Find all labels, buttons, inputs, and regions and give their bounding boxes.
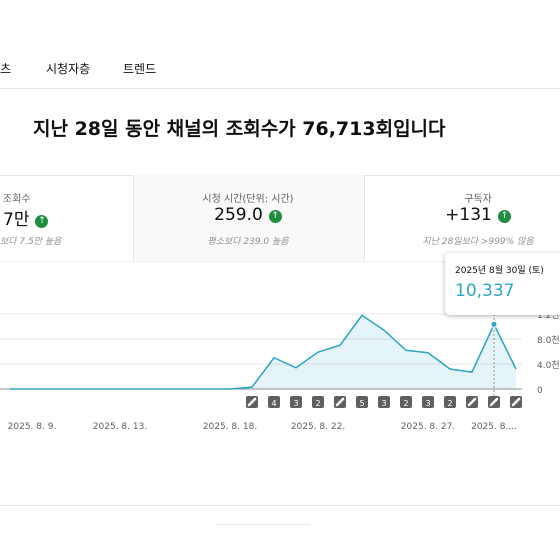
upload-count: 2 xyxy=(403,399,408,408)
divider xyxy=(215,524,310,525)
card-label: 시청 시간(단위: 시간) xyxy=(202,194,294,205)
card[interactable] xyxy=(133,175,365,260)
shorts-icon xyxy=(467,397,477,407)
card-label: 구독자 xyxy=(464,194,492,205)
upload-marker xyxy=(356,396,368,408)
divider xyxy=(0,88,560,89)
area xyxy=(10,315,516,389)
shorts-icon xyxy=(247,397,257,407)
headline: 지난 28일 동안 채널의 조회수가 76,713회입니다 xyxy=(33,118,446,140)
value: 7만 xyxy=(3,210,30,230)
up-icon: ↑ xyxy=(35,215,49,228)
upload-marker xyxy=(378,396,390,408)
x-tick-label: 2025. 8.... xyxy=(471,422,517,432)
card-note: 보다 7.5만 높음 xyxy=(0,237,62,247)
tab[interactable]: 시청자층 xyxy=(46,62,91,76)
value: 259.0 xyxy=(214,205,263,225)
upload-marker xyxy=(444,396,456,408)
value: +131 xyxy=(445,205,492,225)
tab[interactable]: 츠 xyxy=(0,62,12,76)
card-value: 7만 ↑ xyxy=(3,205,49,230)
upload-count: 3 xyxy=(293,399,298,408)
card-label: 조회수 xyxy=(3,194,31,205)
upload-count: 3 xyxy=(381,399,386,408)
upload-marker xyxy=(290,396,302,408)
up-icon: ↑ xyxy=(268,210,282,223)
upload-marker xyxy=(268,396,280,408)
upload-marker xyxy=(400,396,412,408)
tooltip-value: 10,337 xyxy=(455,281,515,301)
upload-count: 2 xyxy=(315,399,320,408)
card-value: 259.0 ↑ xyxy=(133,205,363,225)
x-tick-label: 2025. 8. 22. xyxy=(291,422,345,432)
tooltip-date: 2025년 8월 30일 (토) xyxy=(455,266,544,276)
x-tick-label: 2025. 8. 13. xyxy=(93,422,147,432)
y-tick-label: 4.0천 xyxy=(537,360,560,371)
upload-marker xyxy=(422,396,434,408)
upload-marker xyxy=(312,396,324,408)
y-tick-label: 1.2만 xyxy=(537,310,560,321)
y-tick-label: 0 xyxy=(537,386,543,396)
line xyxy=(10,314,517,390)
divider xyxy=(0,505,560,506)
y-tick-label: 8.0천 xyxy=(537,335,560,346)
shorts-icon xyxy=(511,397,521,407)
tab[interactable]: 트렌드 xyxy=(123,62,157,76)
shorts-icon xyxy=(489,397,499,407)
upload-count: 3 xyxy=(425,399,430,408)
upload-count: 4 xyxy=(271,399,276,408)
card-value: +131 ↑ xyxy=(363,205,560,225)
upload-count: 2 xyxy=(447,399,452,408)
card-note: 평소보다 239.0 높음 xyxy=(207,237,289,247)
card-note: 지난 28일보다 >999% 많음 xyxy=(422,237,534,247)
point xyxy=(490,320,498,328)
x-tick-label: 2025. 8. 18. xyxy=(203,422,257,432)
up-icon: ↑ xyxy=(497,210,511,223)
shorts-icon xyxy=(335,397,345,407)
x-tick-label: 2025. 8. 9. xyxy=(8,422,57,432)
upload-count: 5 xyxy=(359,399,364,408)
x-tick-label: 2025. 8. 27. xyxy=(401,422,455,432)
tooltip: 2025년 8월 30일 (토) 10,337 xyxy=(445,253,560,315)
